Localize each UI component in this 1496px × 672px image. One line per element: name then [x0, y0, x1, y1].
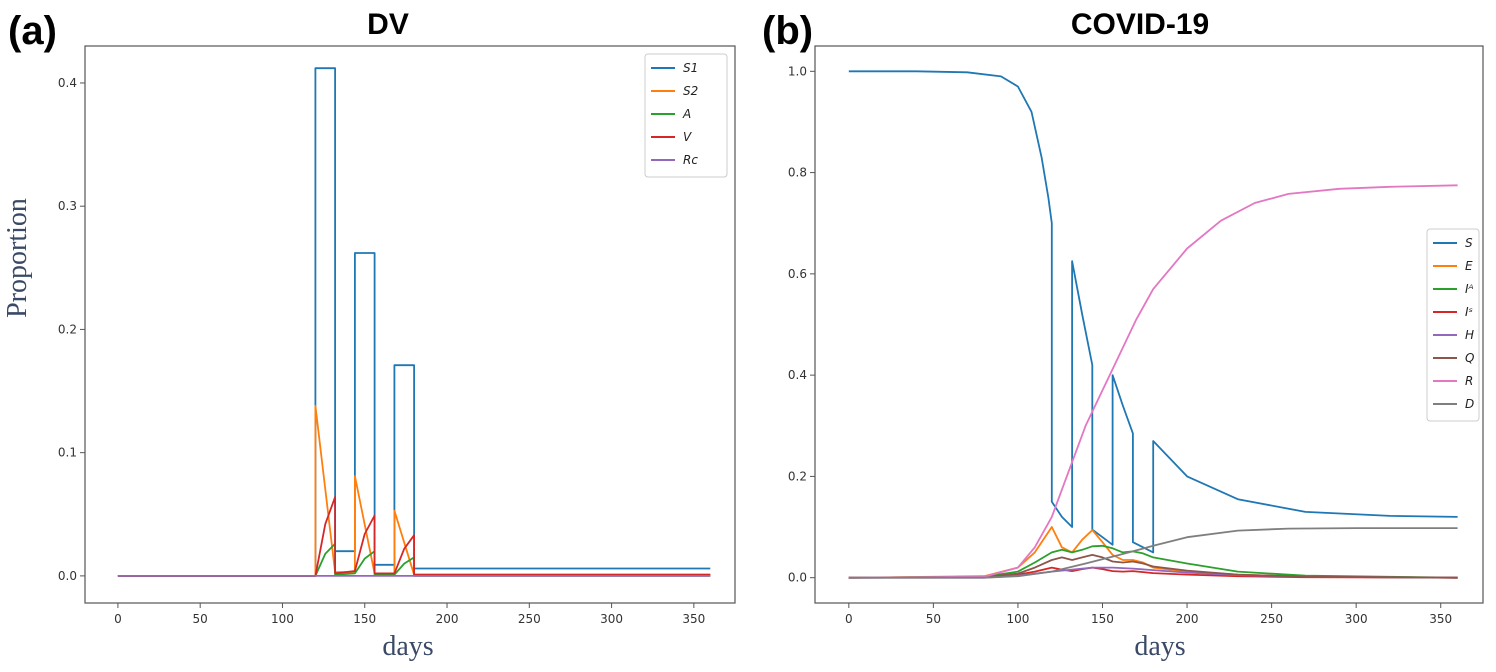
panel-b-ytick-label: 1.0 [788, 64, 807, 78]
panel-b-xlabel: days [1134, 631, 1185, 662]
panel-b-legend-entry: Iᴬ [1465, 282, 1474, 296]
panel-a-ytick-label: 0.1 [58, 446, 77, 460]
panel-b-series-line-i3 [848, 566, 1458, 579]
panel-a-series-line-a2 [117, 542, 711, 577]
panel-a-series-line-v3 [117, 496, 711, 577]
panel-b-series-line-i2 [848, 544, 1458, 579]
panel-b-series-line-r6 [848, 184, 1458, 579]
panel-b-legend-entry: Iˢ [1465, 305, 1473, 319]
panel-a-ytick-label: 0.4 [58, 76, 77, 90]
panel-a-xlabel: days [382, 631, 433, 662]
panel-b-label: (b) [762, 9, 813, 53]
panel-b-plot-area: 0 50 100 150 200 250 300 350 0.0 0.2 0.4 0.6 0.8 1.0 S… [788, 45, 1484, 626]
panel-a-legend-entry: S1 [683, 61, 698, 75]
panel-b-ytick-label: 0.8 [788, 166, 807, 180]
panel-a: (a) DV days Proportion 0 50 100 150 200 250 30… [2, 8, 736, 662]
panel-a-label: (a) [8, 9, 57, 53]
panel-a-series-line-s10 [117, 67, 711, 577]
panel-a-xtick-label: 100 [271, 612, 294, 626]
panel-a-legend-entry: Rc [683, 153, 698, 167]
panel-a-xtick-label: 50 [193, 612, 208, 626]
panel-a-legend-entry: S2 [683, 84, 698, 98]
panel-b-xtick-label: 250 [1260, 612, 1283, 626]
panel-b-series-line-q5 [848, 554, 1458, 579]
panel-b-legend-entry: S [1465, 236, 1473, 250]
panel-b-legend-box [1426, 228, 1480, 422]
panel-b-title: COVID-19 [1071, 8, 1209, 41]
panel-a-xtick-label: 250 [518, 612, 541, 626]
panel-b-series-line-e1 [848, 526, 1458, 579]
panel-a-ylabel: Proportion [2, 198, 33, 318]
panel-b-ytick-label: 0.4 [788, 368, 807, 382]
panel-b-legend-entry: D [1465, 397, 1474, 411]
panel-a-xtick-label: 200 [436, 612, 459, 626]
panel-b-series-line-d7 [848, 527, 1458, 579]
panel-b-legend-entry: H [1465, 328, 1474, 342]
panel-b-xtick-label: 200 [1176, 612, 1199, 626]
panel-b-xtick-label: 350 [1429, 612, 1452, 626]
panel-b-ytick-label: 0.0 [788, 571, 807, 585]
panel-b-legend-entry: Q [1465, 351, 1474, 365]
panel-b-legend-entry: E [1465, 259, 1473, 273]
panel-a-plot-area: 0 50 100 150 200 250 300 350 0.0 0.1 0.2 0.3 0.4 S1 S2… [58, 45, 736, 626]
panel-a-xtick-label: 300 [600, 612, 623, 626]
panel-a-series-line-s21 [117, 404, 711, 577]
panel-a-xtick-label: 150 [353, 612, 376, 626]
panel-a-legend-entry: A [682, 107, 691, 121]
panel-b-xtick-label: 300 [1345, 612, 1368, 626]
panel-b: (b) COVID-19 days 0 50 100 150 200 250 300 3500… [762, 8, 1484, 662]
panel-a-xtick-label: 0 [114, 612, 122, 626]
panel-a-axes-frame [84, 45, 736, 604]
panel-b-xtick-label: 150 [1091, 612, 1114, 626]
panel-a-xtick-label: 350 [682, 612, 705, 626]
panel-b-ytick-label: 0.6 [788, 267, 807, 281]
panel-b-ytick-label: 0.2 [788, 469, 807, 483]
panel-a-legend-box [644, 53, 728, 178]
panel-b-legend-entry: R [1465, 374, 1473, 388]
panel-b-axes-frame [814, 45, 1484, 604]
panel-a-legend: S1 S2 AV Rc [644, 53, 728, 178]
panel-a-title: DV [367, 8, 409, 41]
panel-b-xtick-label: 50 [926, 612, 941, 626]
panel-a-ytick-label: 0.3 [58, 199, 77, 213]
panel-a-legend-entry: V [683, 130, 692, 144]
panel-b-xtick-label: 0 [845, 612, 853, 626]
panel-b-series-line-s0 [848, 70, 1458, 554]
panel-b-xtick-label: 100 [1006, 612, 1029, 626]
panel-a-ytick-label: 0.2 [58, 322, 77, 336]
panel-a-ytick-label: 0.0 [58, 569, 77, 583]
